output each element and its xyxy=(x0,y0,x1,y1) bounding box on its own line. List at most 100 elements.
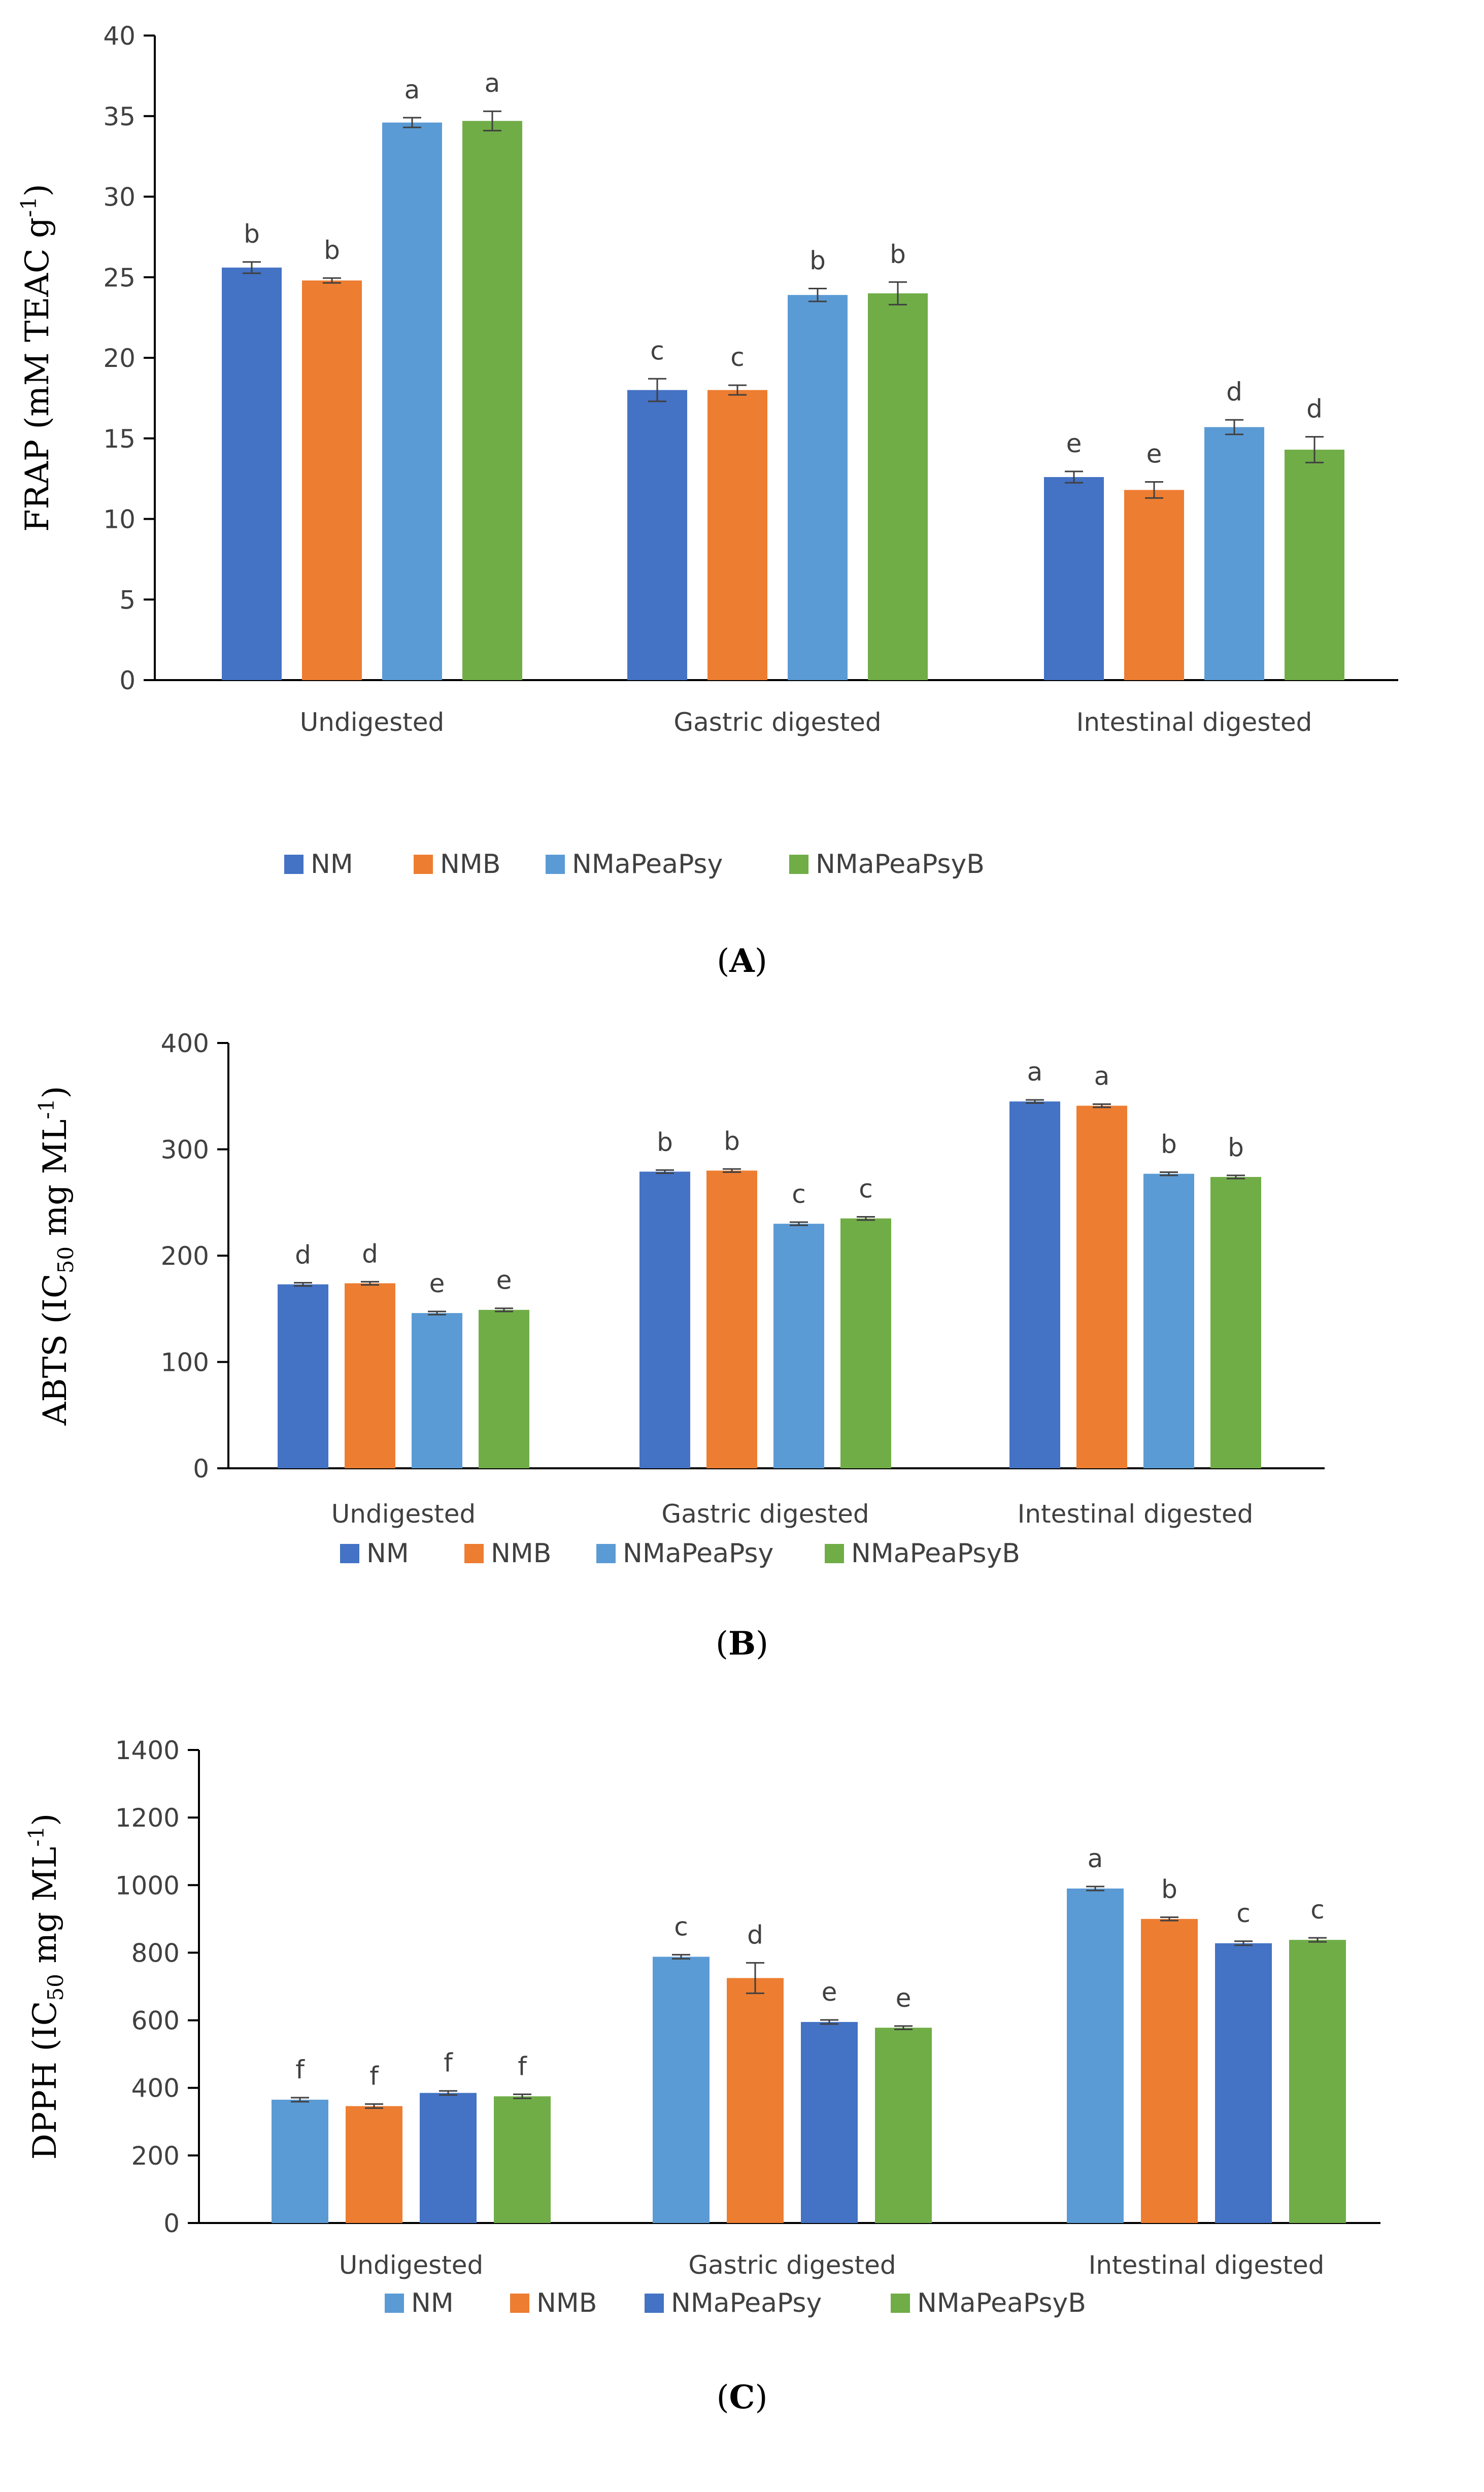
significance-letter: a xyxy=(1027,1057,1043,1087)
bar xyxy=(875,2028,932,2223)
bar xyxy=(868,293,928,680)
bar xyxy=(1285,449,1344,680)
y-tick-label: 1400 xyxy=(115,1736,180,1765)
bar xyxy=(1215,1943,1272,2223)
bar xyxy=(727,1978,784,2223)
legend-label: NMaPeaPsy xyxy=(572,849,723,880)
bar xyxy=(788,295,848,680)
x-category-label: Undigested xyxy=(331,1499,476,1529)
x-category-label: Undigested xyxy=(339,2250,484,2280)
legend-label: NMaPeaPsyB xyxy=(816,849,985,880)
bar xyxy=(1067,1888,1124,2223)
legend-label: NMaPeaPsyB xyxy=(917,2288,1086,2318)
legend-swatch xyxy=(645,2294,664,2313)
significance-letter: e xyxy=(496,1266,512,1295)
panel-letter: C xyxy=(729,2378,755,2416)
legend-swatch xyxy=(789,855,808,874)
panel-paren: ) xyxy=(755,2379,767,2416)
bar xyxy=(272,2100,328,2223)
legend-swatch xyxy=(825,1544,844,1563)
legend-label: NM xyxy=(411,2288,454,2318)
y-tick-label: 1200 xyxy=(115,1803,180,1833)
y-tick-label: 100 xyxy=(161,1348,209,1377)
bar xyxy=(1210,1176,1261,1468)
significance-letter: d xyxy=(747,1920,763,1949)
bar xyxy=(345,1283,395,1468)
bar xyxy=(707,390,767,680)
y-tick-label: 10 xyxy=(103,505,136,534)
bar xyxy=(1124,490,1184,680)
y-title-main: FRAP (mM TEAC g xyxy=(19,217,56,532)
significance-letter: e xyxy=(896,1983,912,2013)
y-title-subscript: 50 xyxy=(53,1247,78,1273)
significance-letter: b xyxy=(1228,1133,1244,1162)
legend-swatch xyxy=(464,1544,484,1563)
panel-paren: ) xyxy=(755,942,767,980)
legend-swatch xyxy=(596,1544,616,1563)
panel-label: (B) xyxy=(716,1625,768,1663)
y-tick-label: 300 xyxy=(161,1135,209,1165)
bar xyxy=(222,267,282,680)
bar xyxy=(479,1309,529,1468)
bar xyxy=(1009,1101,1060,1468)
y-tick-label: 1000 xyxy=(115,1871,180,1900)
significance-letter: b xyxy=(810,246,826,275)
x-category-label: Intestinal digested xyxy=(1089,2250,1325,2280)
significance-letter: b xyxy=(324,235,340,265)
y-title-main: ABTS (IC xyxy=(37,1273,74,1426)
significance-letter: c xyxy=(674,1912,688,1941)
y-title-superscript: -1 xyxy=(24,1826,49,1847)
panel-paren: ) xyxy=(756,1625,768,1663)
y-title-close: ) xyxy=(26,1813,64,1826)
significance-letter: c xyxy=(730,343,745,372)
legend-swatch xyxy=(284,855,303,874)
significance-letter: d xyxy=(1306,394,1323,424)
bar xyxy=(1076,1105,1127,1468)
significance-letter: a xyxy=(1094,1061,1110,1091)
significance-letter: b xyxy=(1161,1130,1177,1159)
chart-panel-2: 0 100 200 300 400 Undigested Gastric digested I… xyxy=(34,1029,1325,1663)
significance-letter: c xyxy=(650,336,664,365)
y-tick-label: 200 xyxy=(131,2141,180,2171)
significance-letter: f xyxy=(444,2048,453,2078)
y-tick-label: 25 xyxy=(103,263,136,292)
significance-letter: c xyxy=(1236,1899,1251,1928)
y-tick-label: 400 xyxy=(131,2074,180,2103)
legend-swatch xyxy=(891,2294,910,2313)
panel-paren: ( xyxy=(717,942,729,980)
y-tick-label: 5 xyxy=(119,585,136,615)
significance-letter: f xyxy=(369,2062,379,2091)
legend-label: NM xyxy=(311,849,353,880)
x-category-label: Intestinal digested xyxy=(1018,1499,1254,1529)
legend-label: NMB xyxy=(440,849,500,880)
significance-letter: a xyxy=(1088,1844,1103,1873)
legend-label: NM xyxy=(366,1538,409,1569)
legend-label: NMB xyxy=(491,1538,551,1569)
y-axis-title: FRAP (mM TEAC g-1) xyxy=(16,184,56,532)
bar xyxy=(412,1313,462,1468)
y-title-rest: mg ML xyxy=(37,1119,74,1246)
significance-letter: e xyxy=(1146,439,1162,468)
significance-letter: b xyxy=(657,1127,673,1157)
bar xyxy=(1143,1173,1194,1468)
bar xyxy=(773,1224,824,1468)
significance-letter: e xyxy=(822,1977,837,2007)
bar xyxy=(1289,1940,1346,2223)
y-tick-label: 30 xyxy=(103,183,136,212)
legend-swatch xyxy=(546,855,565,874)
significance-letter: c xyxy=(1310,1895,1325,1925)
bar xyxy=(1141,1918,1198,2223)
y-tick-label: 15 xyxy=(103,424,136,454)
y-tick-label: 200 xyxy=(161,1241,209,1271)
legend-swatch xyxy=(510,2294,529,2313)
legend-label: NMaPeaPsy xyxy=(623,1538,773,1569)
y-tick-label: 0 xyxy=(163,2209,180,2238)
significance-letter: d xyxy=(362,1239,378,1268)
x-category-label: Intestinal digested xyxy=(1076,708,1312,737)
y-title-subscript: 50 xyxy=(43,1974,68,2001)
bar xyxy=(627,390,687,680)
y-tick-label: 0 xyxy=(193,1454,209,1484)
panel-letter: B xyxy=(728,1625,756,1663)
x-category-label: Gastric digested xyxy=(688,2250,896,2280)
